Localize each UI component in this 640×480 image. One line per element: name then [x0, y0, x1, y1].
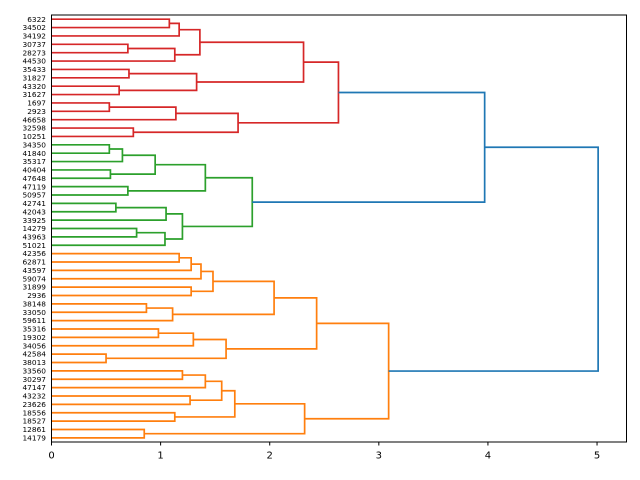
leaf-label: 42741	[22, 199, 46, 208]
plot-frame	[51, 14, 627, 443]
leaf-label: 18556	[22, 408, 46, 417]
leaf-label: 35317	[22, 157, 46, 166]
leaf-label: 43232	[22, 392, 46, 401]
x-tick-label: 2	[267, 451, 273, 462]
leaf-label: 34350	[22, 140, 46, 149]
dendrogram-link	[51, 143, 111, 155]
leaf-label: 23626	[22, 400, 46, 409]
dendrogram-link	[51, 127, 135, 138]
leaf-label: 35316	[22, 325, 46, 334]
dendrogram-link	[51, 286, 193, 297]
leaf-label: 31827	[22, 73, 46, 82]
x-tick-label: 0	[48, 451, 54, 462]
leaf-label: 42043	[22, 207, 46, 216]
leaf-label: 30737	[22, 40, 46, 49]
leaf-label: 38148	[22, 299, 46, 308]
leaf-label: 42356	[22, 249, 46, 258]
leaf-label: 34056	[22, 341, 46, 350]
leaf-label: 33050	[22, 308, 46, 317]
leaf-label: 59074	[22, 274, 46, 283]
leaf-label: 2923	[27, 107, 46, 116]
dendrogram-link	[51, 256, 193, 272]
dendrogram-link	[127, 163, 207, 192]
x-tick-label: 5	[594, 451, 600, 462]
leaf-label: 43597	[22, 266, 46, 275]
leaf-label: 35433	[22, 65, 46, 74]
dendrogram-link	[51, 303, 148, 314]
x-tick-label: 3	[376, 451, 382, 462]
leaf-label: 34502	[22, 23, 46, 32]
leaf-label: 33560	[22, 366, 46, 375]
dendrogram-link	[238, 61, 340, 124]
dendrogram-link	[51, 85, 120, 96]
x-axis-ticklabels: 0 1 2 3 4 5	[48, 451, 600, 462]
dendrogram-link	[51, 102, 111, 113]
leaf-label: 28273	[22, 48, 46, 57]
leaf-label: 47147	[22, 383, 46, 392]
leaf-label: 40404	[22, 166, 46, 175]
leaf-label: 6322	[27, 15, 46, 24]
dendrogram-link	[388, 146, 599, 372]
leaf-label: 18527	[22, 417, 46, 426]
leaf-label: 46658	[22, 115, 46, 124]
leaf-labels: 6322345023419230737282734453035433318274…	[22, 15, 46, 443]
dendrogram-link	[51, 411, 176, 422]
dendrogram-link	[51, 169, 112, 180]
dendrogram-link	[51, 353, 107, 364]
leaf-label: 12861	[22, 425, 46, 434]
dendrogram-link	[252, 91, 486, 203]
leaf-label: 50957	[22, 191, 46, 200]
leaf-label: 2936	[27, 291, 46, 300]
leaf-label: 44530	[22, 57, 46, 66]
dendrogram-links	[51, 18, 599, 439]
leaf-label: 43320	[22, 82, 46, 91]
leaf-label: 42584	[22, 350, 46, 359]
leaf-label: 47648	[22, 174, 46, 183]
dendrogram-link	[51, 395, 191, 406]
leaf-label: 62871	[22, 258, 46, 267]
dendrogram-link	[51, 227, 138, 238]
leaf-label: 34192	[22, 32, 46, 41]
leaf-label: 59611	[22, 316, 46, 325]
dendrogram-link	[106, 338, 227, 360]
leaf-label: 38013	[22, 358, 46, 367]
leaf-label: 14279	[22, 224, 46, 233]
leaf-label: 33925	[22, 216, 46, 225]
leaf-label: 51021	[22, 241, 46, 250]
dendrogram-link	[51, 47, 176, 62]
dendrogram-link	[182, 176, 254, 228]
leaf-label: 30297	[22, 375, 46, 384]
x-tick-label: 4	[485, 451, 491, 462]
x-axis-ticks	[51, 442, 598, 446]
dendrogram-link	[51, 374, 207, 389]
leaf-label: 31899	[22, 283, 46, 292]
dendrogram-link	[51, 106, 177, 121]
dendrogram-link	[51, 148, 124, 163]
dendrogram-link	[51, 263, 202, 280]
leaf-label: 32598	[22, 124, 46, 133]
leaf-label: 31627	[22, 90, 46, 99]
dendrogram-link	[51, 231, 166, 247]
dendrogram-link	[304, 322, 390, 420]
dendrogram-link	[51, 307, 174, 322]
leaf-label: 47119	[22, 182, 46, 191]
dendrogram-link	[191, 270, 214, 293]
leaf-label: 14179	[22, 433, 46, 442]
dendrogram-link	[174, 28, 201, 56]
leaf-label: 10251	[22, 132, 46, 141]
leaf-label: 19302	[22, 333, 46, 342]
leaf-label: 41840	[22, 149, 46, 158]
leaf-label: 43963	[22, 232, 46, 241]
leaf-label: 1697	[27, 99, 46, 108]
x-tick-label: 1	[157, 451, 163, 462]
